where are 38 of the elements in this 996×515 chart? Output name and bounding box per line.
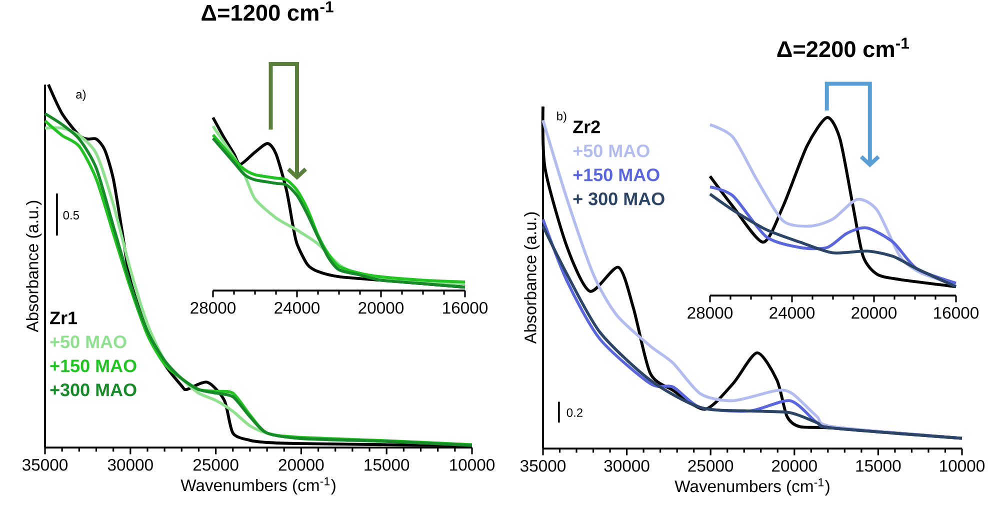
text: Δ=2200 cm$^{-1}$ xyxy=(777,38,910,58)
x-tick-label: 30000 xyxy=(108,459,153,471)
x-tick-label: 20000 xyxy=(772,460,817,472)
x-tick-label: 15000 xyxy=(364,459,410,471)
series-label: Zr2 xyxy=(573,120,600,134)
x-tick-label: 30000 xyxy=(604,460,650,472)
annotation: 0.2 xyxy=(566,408,582,418)
x-tick-label: 25000 xyxy=(193,459,238,471)
x-tick-label: 35000 xyxy=(22,459,68,471)
x-tick-label: 10000 xyxy=(450,459,495,471)
x-tick-label: 28000 xyxy=(688,307,733,319)
text: + 300 MAO xyxy=(573,192,664,206)
x-tick-label: 28000 xyxy=(190,302,236,314)
text: +150 MAO xyxy=(573,168,660,182)
x-axis-title: Wavenumbers (cm$^{-1}$) xyxy=(674,478,830,496)
x-tick-label: 16000 xyxy=(443,302,488,314)
y-axis-title: Absorbance (a.u.) xyxy=(26,201,42,332)
series-label: +150 MAO xyxy=(50,360,136,372)
text: +300 MAO xyxy=(50,384,136,397)
x-tick-label: 20000 xyxy=(358,302,404,314)
x-tick-label: 25000 xyxy=(688,460,734,472)
annotation: a) xyxy=(76,90,86,102)
x-tick-label: 20000 xyxy=(278,459,324,471)
x-tick-label: 16000 xyxy=(934,307,979,319)
x-tick-label: 24000 xyxy=(274,302,320,314)
x-axis-title: Wavenumbers (cm$^{-1}$) xyxy=(180,477,336,495)
x-tick-label: 15000 xyxy=(856,460,901,472)
y-axis-title: Absorbance (a.u.) xyxy=(524,212,540,344)
series-label: +50 MAO xyxy=(50,336,126,348)
annotation: 0.5 xyxy=(63,211,80,220)
text: Zr1 xyxy=(50,312,78,324)
annotation: b) xyxy=(557,112,566,123)
x-tick-label: 24000 xyxy=(770,307,815,319)
x-tick-label: 20000 xyxy=(852,307,897,319)
series-label: +50 MAO xyxy=(573,144,650,158)
text: Δ=1200 cm$^{-1}$ xyxy=(202,2,334,22)
x-tick-label: 35000 xyxy=(520,460,566,472)
x-tick-label: 10000 xyxy=(940,460,984,472)
